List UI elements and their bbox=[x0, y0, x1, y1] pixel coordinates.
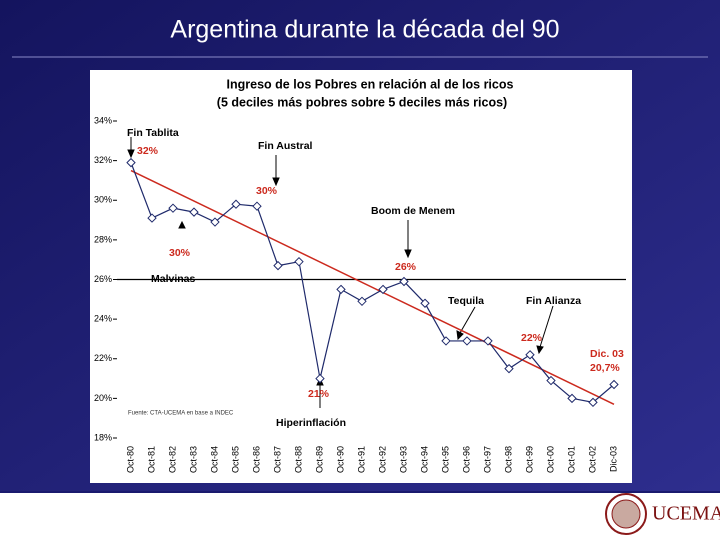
point-marker bbox=[483, 336, 493, 346]
point-marker bbox=[126, 157, 136, 168]
annotation: Malvinas bbox=[151, 273, 196, 285]
point-marker bbox=[567, 393, 577, 404]
annotation: Hiperinflación bbox=[276, 417, 346, 429]
annotation: 30% bbox=[256, 185, 278, 197]
x-tick-label: Oct-02 bbox=[587, 446, 597, 473]
point-marker bbox=[504, 363, 514, 374]
y-tick-label: 30% bbox=[94, 195, 112, 205]
source: Fuente: CTA-UCEMA en base a INDEC bbox=[128, 411, 234, 417]
point-marker bbox=[546, 375, 556, 386]
point-marker bbox=[588, 397, 598, 408]
annotation: Dic. 03 bbox=[590, 348, 624, 360]
y-tick-label: 24% bbox=[94, 314, 112, 324]
annotation: Fin Austral bbox=[258, 140, 313, 152]
annotation: 30% bbox=[169, 247, 191, 259]
x-tick-label: Oct-94 bbox=[419, 446, 429, 473]
annotation: 32% bbox=[137, 145, 159, 157]
point-marker bbox=[399, 276, 409, 287]
x-tick-label: Oct-86 bbox=[251, 446, 261, 473]
point-marker bbox=[168, 203, 178, 213]
chart-title: Ingreso de los Pobres en relación al de … bbox=[227, 77, 514, 91]
x-tick-label: Oct-00 bbox=[545, 446, 555, 473]
logo-text: UCEMA bbox=[652, 503, 720, 525]
y-tick-label: 22% bbox=[94, 353, 112, 363]
point-marker bbox=[273, 260, 283, 271]
point-marker bbox=[147, 213, 157, 223]
x-tick-label: Oct-95 bbox=[440, 446, 450, 473]
x-tick-label: Oct-90 bbox=[335, 446, 345, 473]
point-marker bbox=[189, 207, 199, 217]
chart-panel bbox=[90, 70, 632, 483]
series-line bbox=[130, 162, 615, 403]
x-tick-label: Oct-91 bbox=[356, 446, 366, 473]
x-tick-label: Oct-88 bbox=[293, 446, 303, 473]
x-tick-label: Oct-83 bbox=[188, 446, 198, 473]
annotation: Tequila bbox=[448, 295, 484, 307]
x-tick-label: Oct-87 bbox=[272, 446, 282, 473]
x-tick-label: Oct-97 bbox=[482, 446, 492, 473]
point-marker bbox=[609, 379, 619, 390]
annotation: 26% bbox=[395, 261, 417, 273]
x-tick-label: Oct-80 bbox=[125, 446, 135, 473]
point-marker bbox=[357, 296, 367, 307]
annotation: Boom de Menem bbox=[371, 205, 455, 217]
x-tick-label: Oct-82 bbox=[167, 446, 177, 473]
logo: UCEMA bbox=[605, 493, 720, 535]
y-tick-label: 18% bbox=[94, 432, 112, 442]
x-tick-label: Oct-92 bbox=[377, 446, 387, 473]
x-tick-label: Oct-01 bbox=[566, 446, 576, 473]
x-tick-label: Oct-81 bbox=[146, 446, 156, 473]
slide-title: Argentina durante la década del 90 bbox=[170, 16, 559, 44]
x-tick-label: Oct-99 bbox=[524, 446, 534, 473]
annotation: Fin Alianza bbox=[526, 295, 581, 307]
trend-line bbox=[130, 169, 615, 405]
y-tick-label: 28% bbox=[94, 234, 112, 244]
point-marker bbox=[525, 350, 535, 360]
point-marker bbox=[315, 373, 325, 384]
x-tick-label: Oct-89 bbox=[314, 446, 324, 473]
annotation: Fin Tablita bbox=[127, 127, 179, 139]
footer-band bbox=[0, 492, 720, 540]
annotation: 20,7% bbox=[590, 362, 620, 374]
x-tick-label: Dic-03 bbox=[608, 446, 618, 472]
annotation: 21% bbox=[308, 388, 330, 400]
x-tick-label: Oct-98 bbox=[503, 446, 513, 473]
y-tick-label: 32% bbox=[94, 155, 112, 165]
point-marker bbox=[231, 199, 241, 209]
point-marker bbox=[294, 256, 304, 267]
y-tick-label: 26% bbox=[94, 274, 112, 284]
point-marker bbox=[441, 336, 451, 346]
point-marker bbox=[336, 284, 346, 295]
point-marker bbox=[252, 201, 262, 211]
x-tick-label: Oct-85 bbox=[230, 446, 240, 473]
x-tick-label: Oct-84 bbox=[209, 446, 219, 473]
x-tick-label: Oct-93 bbox=[398, 446, 408, 473]
point-marker bbox=[462, 336, 472, 346]
point-marker bbox=[420, 298, 430, 308]
y-tick-label: 34% bbox=[94, 115, 112, 125]
chart-subtitle: (5 deciles más pobres sobre 5 deciles má… bbox=[217, 95, 507, 109]
point-marker bbox=[378, 284, 388, 295]
x-tick-label: Oct-96 bbox=[461, 446, 471, 473]
annotation: 22% bbox=[521, 332, 543, 344]
y-tick-label: 20% bbox=[94, 393, 112, 403]
point-marker bbox=[210, 217, 220, 227]
